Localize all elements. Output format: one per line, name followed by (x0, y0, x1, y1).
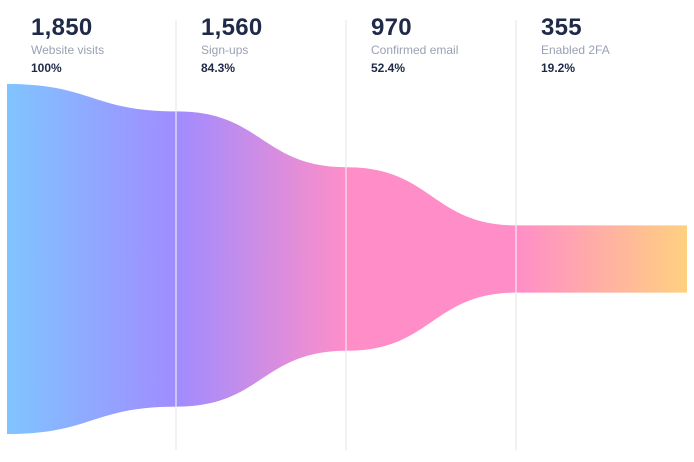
stage-value: 970 (371, 14, 412, 41)
stage-value: 1,850 (31, 14, 93, 41)
stage-percent: 84.3% (201, 61, 236, 75)
stage-value: 355 (541, 14, 582, 41)
stage-label: Sign-ups (201, 43, 249, 57)
stage-percent: 100% (31, 61, 62, 75)
stage-header: 970 Confirmed email 52.4% (371, 14, 458, 76)
stage-percent: 19.2% (541, 61, 576, 75)
stage-header: 1,560 Sign-ups 84.3% (201, 14, 263, 76)
stage-label: Enabled 2FA (541, 43, 610, 57)
stage-percent: 52.4% (371, 61, 406, 75)
funnel-shape (7, 84, 687, 434)
stage-label: Confirmed email (371, 43, 459, 57)
stage-header: 355 Enabled 2FA 19.2% (541, 14, 610, 76)
stage-label: Website visits (31, 43, 105, 57)
stage-value: 1,560 (201, 14, 263, 41)
stage-header: 1,850 Website visits 100% (31, 14, 104, 76)
